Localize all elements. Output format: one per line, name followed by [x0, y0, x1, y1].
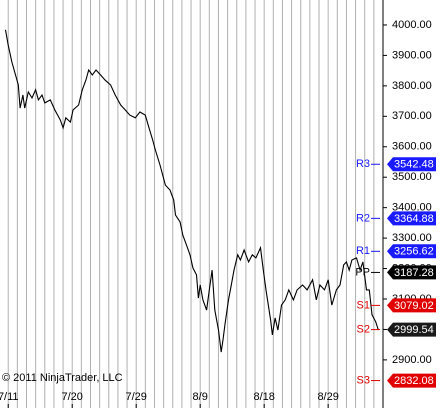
grid: 7/117/207/298/98/188/292900.003000.00310… [0, 0, 432, 408]
level-box [387, 298, 436, 313]
x-tick-label: 8/9 [193, 391, 208, 403]
level-name: R2 [356, 212, 370, 224]
copyright: © 2011 NinjaTrader, LLC [2, 372, 123, 384]
price-line [4, 29, 379, 353]
level-box [387, 211, 436, 226]
y-tick-label: 3500.00 [392, 171, 432, 183]
y-tick-label: 3700.00 [392, 110, 432, 122]
x-tick-label: 7/11 [0, 391, 19, 403]
level-name: R1 [356, 245, 370, 257]
level-value-label: 3079.02 [394, 300, 434, 312]
x-tick-label: 7/29 [125, 391, 146, 403]
level-value-label: 3542.48 [394, 159, 434, 171]
y-tick-label: 3800.00 [392, 80, 432, 92]
level-name: S1 [357, 299, 370, 311]
level-box [387, 157, 436, 172]
level-value-label: 3364.88 [394, 213, 434, 225]
level-name: S3 [357, 374, 370, 386]
y-tick-label: 2900.00 [392, 354, 432, 366]
level-value-label: 2999.54 [394, 324, 434, 336]
level-value-label: 3187.28 [394, 267, 434, 279]
level-box [387, 265, 436, 280]
y-tick-label: 3400.00 [392, 202, 432, 214]
level-value-label: 2832.08 [394, 375, 434, 387]
x-tick-label: 7/20 [62, 391, 83, 403]
y-tick-label: 3900.00 [392, 49, 432, 61]
y-tick-label: 3300.00 [392, 232, 432, 244]
level-name: R3 [356, 158, 370, 170]
x-tick-label: 8/29 [317, 391, 338, 403]
level-box [387, 322, 436, 337]
level-name: S2 [357, 323, 370, 335]
x-tick-label: 8/18 [253, 391, 274, 403]
y-tick-label: 3600.00 [392, 141, 432, 153]
level-name: PP [355, 266, 370, 278]
marks: R3 3542.48 R2 3364.88 R1 3256.62 PP 3187.28 S1 30… [4, 29, 436, 388]
level-box [387, 244, 436, 259]
level-box [387, 373, 436, 388]
level-value-label: 3256.62 [394, 246, 434, 258]
y-tick-label: 4000.00 [392, 19, 432, 31]
